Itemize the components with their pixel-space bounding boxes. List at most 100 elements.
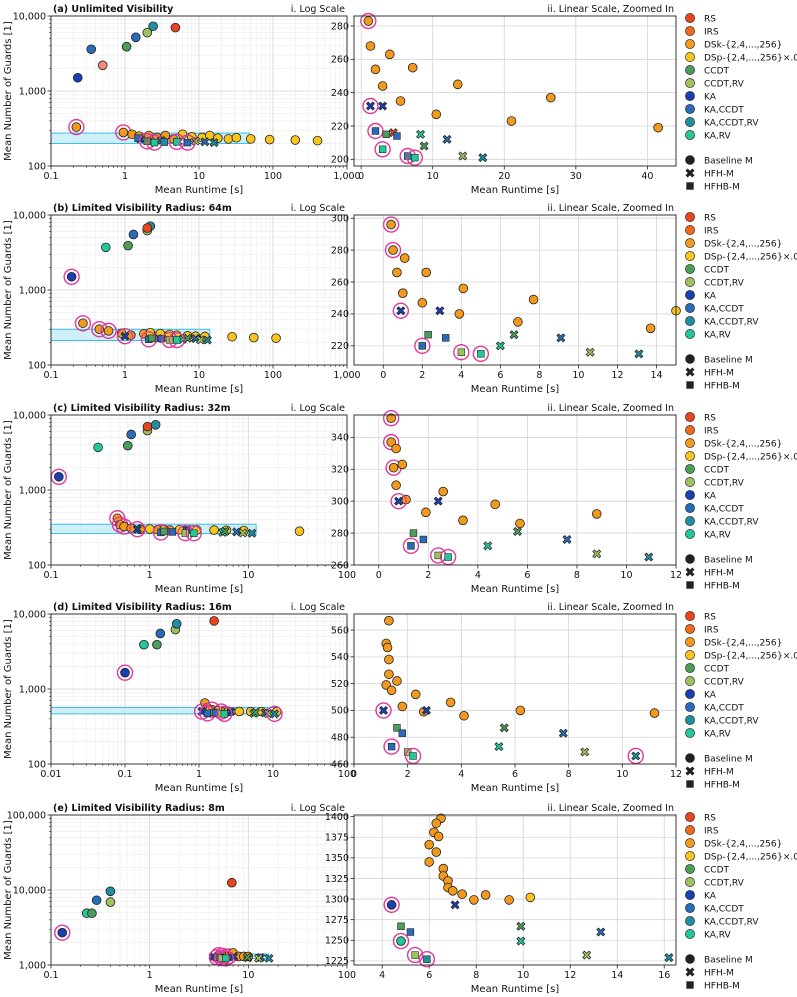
legend-label: CCDT,RV bbox=[704, 478, 745, 488]
legend-swatch bbox=[685, 929, 695, 939]
x-tick-label: 10 bbox=[620, 570, 632, 581]
data-point-circle bbox=[438, 486, 448, 497]
highlight-ring bbox=[63, 268, 80, 285]
legend-label: RS bbox=[704, 14, 716, 24]
data-point-x bbox=[478, 153, 488, 163]
data-point-circle bbox=[458, 283, 469, 294]
data-point-circle bbox=[645, 323, 656, 334]
panel-subtitle: ii. Linear Scale, Zoomed In bbox=[547, 203, 674, 214]
data-point-x bbox=[450, 900, 460, 910]
highlight-ring bbox=[74, 315, 92, 332]
y-tick-label: 340 bbox=[331, 433, 349, 444]
y-tick-label: 480 bbox=[331, 733, 349, 744]
highlight-ring bbox=[402, 537, 420, 555]
data-point-circle bbox=[105, 897, 116, 907]
legend-swatch bbox=[685, 611, 695, 621]
data-point-circle bbox=[93, 442, 103, 453]
legend-label: HFH-M bbox=[704, 968, 734, 978]
legend-swatch bbox=[685, 825, 695, 835]
chart-title: (c) Limited Visibility Radius: 32m bbox=[53, 403, 231, 414]
legend-label: HFH-M bbox=[704, 368, 734, 378]
data-point-x bbox=[419, 141, 429, 151]
data-point-circle bbox=[86, 44, 97, 55]
legend-swatch bbox=[685, 728, 695, 738]
data-point-x bbox=[664, 953, 674, 963]
y-tick-label: 280 bbox=[331, 528, 349, 539]
legend-label: KA bbox=[704, 891, 717, 901]
legend-label: DSp-{2,4,...,256}×.01 bbox=[704, 651, 797, 661]
y-tick-label: 1325 bbox=[325, 874, 349, 885]
linear-panel: 0 2 4 6 8 10 12 14 220 240 260 280 300 ii. Linear Sca… bbox=[331, 203, 681, 381]
data-point-square bbox=[222, 954, 230, 963]
data-point-square bbox=[409, 752, 417, 760]
data-points bbox=[54, 877, 274, 967]
chart-row: (c) Limited Visibility Radius: 32m Mean R… bbox=[3, 403, 559, 595]
data-point-square bbox=[203, 709, 212, 718]
data-point-circle bbox=[209, 616, 219, 626]
y-tick-label: 240 bbox=[331, 88, 349, 99]
data-point-circle bbox=[209, 525, 219, 535]
y-tick-label: 1250 bbox=[325, 936, 349, 947]
y-tick-label: 200 bbox=[331, 155, 349, 166]
chart-title: (d) Limited Visibility Radius: 16m bbox=[53, 602, 232, 613]
legend-swatch bbox=[685, 39, 695, 49]
x-tick-label: 14 bbox=[611, 970, 623, 981]
data-point-square bbox=[424, 330, 432, 339]
axes-frame bbox=[353, 15, 677, 167]
highlight-ring bbox=[360, 12, 377, 30]
data-point-circle bbox=[397, 288, 408, 298]
data-point-circle bbox=[105, 886, 116, 897]
data-point-circle bbox=[97, 60, 108, 71]
y-tick-label: 240 bbox=[331, 309, 349, 320]
data-point-circle bbox=[480, 890, 491, 900]
data-point-x bbox=[558, 728, 568, 738]
legend-swatch bbox=[685, 624, 695, 634]
data-point-x bbox=[516, 921, 526, 931]
y-tick-label: 1350 bbox=[325, 853, 349, 864]
x-tick-label: 10 bbox=[193, 370, 205, 381]
x-tick-label: 6 bbox=[512, 769, 518, 780]
data-point-circle bbox=[421, 267, 432, 278]
x-tick-label: 12 bbox=[564, 970, 576, 981]
axes-frame bbox=[50, 814, 348, 966]
legend-swatch bbox=[685, 78, 695, 88]
y-axis-label: Mean Number of Guards [1] bbox=[3, 220, 14, 360]
x-tick-label: 1 bbox=[122, 171, 128, 182]
legend-label: HFH-M bbox=[704, 767, 734, 777]
x-tick-label: 4 bbox=[458, 370, 464, 381]
data-point-circle bbox=[131, 32, 141, 43]
x-tick-label: 0 bbox=[380, 370, 386, 381]
data-point-x bbox=[254, 953, 264, 963]
legend-label: KA,CCDT,RV bbox=[704, 118, 759, 128]
x-tick-label: 10 bbox=[193, 171, 205, 182]
data-point-x bbox=[458, 151, 468, 161]
data-point-square bbox=[409, 529, 418, 537]
legend-swatch bbox=[685, 516, 695, 526]
data-point-circle bbox=[417, 297, 428, 308]
data-point-circle bbox=[392, 676, 402, 686]
x-axis-label: Mean Runtime [s] bbox=[155, 984, 243, 995]
data-point-circle bbox=[525, 892, 536, 903]
data-point-circle bbox=[431, 847, 442, 857]
y-tick-label: 460 bbox=[331, 759, 349, 770]
y-axis-label: Mean Number of Guards [1] bbox=[3, 420, 14, 560]
log-panel: 0.1 1 10 100 1,000 100 1,000 10,000 i. Log Scale bbox=[13, 203, 361, 381]
data-point-x bbox=[120, 331, 130, 341]
data-point-circle bbox=[245, 134, 256, 144]
legend-swatch bbox=[685, 890, 695, 900]
highlight-ring bbox=[129, 521, 146, 538]
legend-label: KA,RV bbox=[704, 131, 732, 141]
legend-swatch bbox=[685, 225, 695, 235]
data-point-circle bbox=[685, 954, 695, 964]
legend-label: RS bbox=[704, 813, 716, 823]
data-point-square bbox=[148, 334, 156, 342]
chart-title: (e) Limited Visibility Radius: 8m bbox=[53, 803, 225, 814]
data-point-circle bbox=[591, 509, 602, 519]
legend-label: KA,RV bbox=[704, 729, 732, 739]
x-tick-label: 14 bbox=[650, 370, 662, 381]
data-point-circle bbox=[490, 499, 500, 510]
legend-label: Baseline M bbox=[704, 754, 753, 764]
data-point-circle bbox=[431, 109, 442, 120]
data-point-square bbox=[444, 553, 452, 561]
x-tick-label: 12 bbox=[611, 370, 623, 381]
